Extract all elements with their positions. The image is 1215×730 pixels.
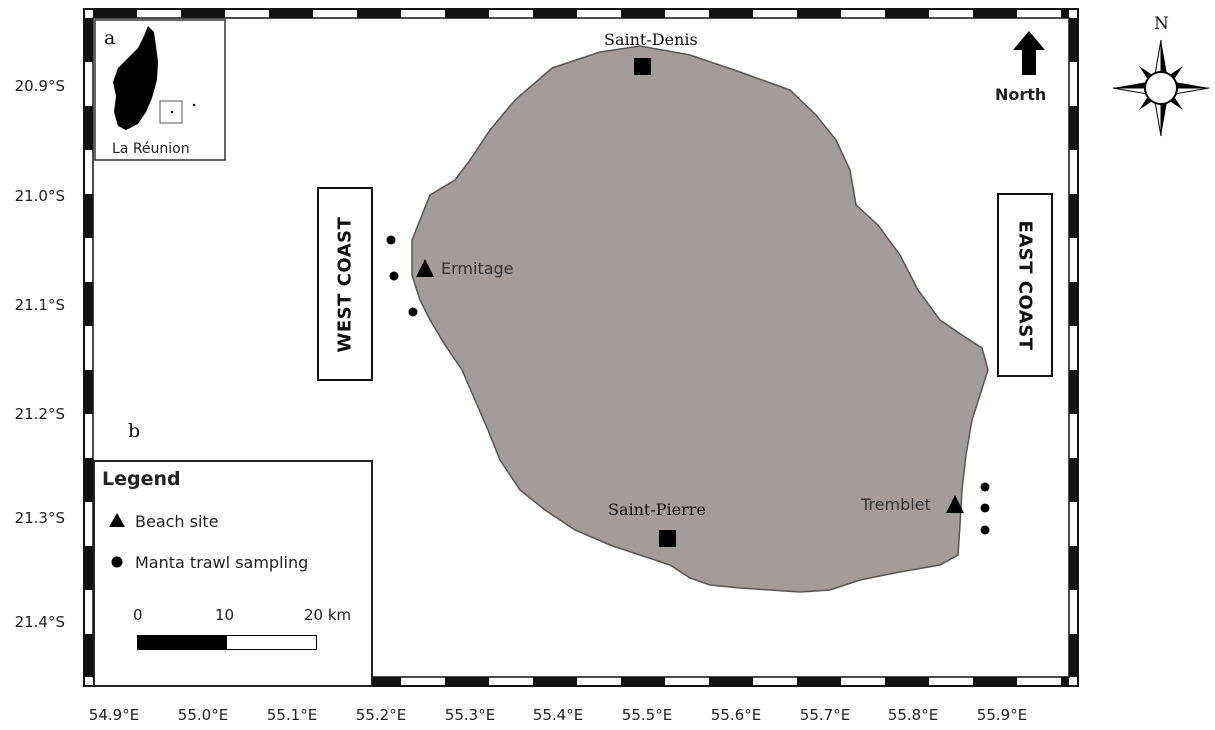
scale-label: 10 [215, 606, 235, 624]
map-frame-ticks [84, 9, 1078, 686]
frame-tick-segment [1069, 18, 1078, 62]
island-reunion [411, 45, 989, 593]
manta-trawl-point [980, 503, 990, 513]
circle-icon [107, 553, 127, 572]
frame-tick-segment [1069, 634, 1078, 677]
frame-tick-segment [84, 194, 93, 238]
latitude-label: 21.0°S [14, 187, 65, 205]
frame-tick-segment [84, 18, 93, 62]
frame-tick-segment [885, 9, 929, 18]
frame-tick-segment [1069, 546, 1078, 590]
legend-title: Legend [102, 468, 181, 490]
manta-trawl-point [980, 525, 990, 535]
frame-tick-segment [709, 9, 753, 18]
frame-tick-segment [84, 546, 93, 590]
scale-bar [137, 635, 317, 650]
saint-denis-marker [634, 58, 651, 75]
saint-pierre-label: Saint-Pierre [608, 500, 706, 519]
compass-rose-icon [1112, 39, 1210, 137]
longitude-label: 55.8°E [887, 706, 939, 724]
longitude-label: 55.6°E [710, 706, 762, 724]
manta-trawl-point [980, 482, 990, 492]
latitude-label: 21.4°S [14, 613, 65, 631]
panel-a-letter: a [104, 27, 116, 49]
saint-denis-label: Saint-Denis [604, 30, 698, 49]
manta-trawl-point [389, 271, 399, 281]
latitude-label: 20.9°S [14, 77, 65, 95]
frame-tick-segment [84, 370, 93, 414]
north-arrow-icon [1013, 31, 1045, 75]
saint-pierre-marker [659, 530, 676, 547]
longitude-label: 55.2°E [355, 706, 407, 724]
latitude-label: 21.3°S [14, 509, 65, 527]
manta-trawl-point [386, 235, 396, 245]
east-coast-label: EAST COAST [1014, 220, 1036, 350]
frame-tick-segment [1061, 9, 1069, 18]
latitude-label: 21.2°S [14, 405, 65, 423]
compass-n-label: N [1154, 14, 1169, 34]
west-coast-box: WEST COAST [317, 187, 373, 381]
legend-box: Legend Beach site Manta trawl sampling 0… [93, 460, 373, 687]
frame-tick-segment [269, 9, 313, 18]
longitude-label: 54.9°E [88, 706, 140, 724]
frame-tick-segment [1069, 282, 1078, 326]
legend-item-manta-trawl: Manta trawl sampling [107, 553, 308, 572]
frame-tick-segment [84, 634, 93, 677]
tremblet-triangle [946, 495, 964, 513]
longitude-label: 55.4°E [532, 706, 584, 724]
frame-tick-segment [445, 677, 489, 686]
longitude-label: 55.3°E [444, 706, 496, 724]
tremblet-label: Tremblet [861, 495, 931, 514]
scale-label: 0 [133, 606, 143, 624]
frame-tick-segment [621, 9, 665, 18]
latitude-label: 21.1°S [14, 296, 65, 314]
frame-tick-segment [533, 677, 577, 686]
manta-trawl-point [408, 307, 418, 317]
ermitage-label: Ermitage [441, 259, 514, 278]
madagascar-shape [113, 26, 158, 130]
frame-tick-segment [84, 106, 93, 150]
inset-map [94, 19, 226, 161]
longitude-label: 55.9°E [976, 706, 1028, 724]
frame-tick-segment [709, 677, 753, 686]
frame-tick-segment [357, 677, 401, 686]
frame-tick-segment [1061, 677, 1069, 686]
north-arrow-label: North [995, 85, 1047, 104]
frame-tick-segment [885, 677, 929, 686]
triangle-icon [107, 512, 127, 531]
frame-tick-segment [1069, 106, 1078, 150]
legend-item-label: Beach site [135, 512, 219, 531]
west-coast-label: WEST COAST [334, 216, 356, 352]
east-coast-box: EAST COAST [997, 193, 1053, 377]
frame-tick-segment [84, 282, 93, 326]
panel-b-letter: b [128, 420, 141, 442]
frame-tick-segment [533, 9, 577, 18]
inset-label: La Réunion [112, 141, 190, 157]
scale-label: 20 km [304, 606, 352, 624]
frame-tick-segment [181, 9, 225, 18]
frame-tick-segment [1069, 370, 1078, 414]
frame-tick-segment [973, 9, 1017, 18]
longitude-label: 55.7°E [799, 706, 851, 724]
frame-tick-segment [1069, 458, 1078, 502]
frame-tick-segment [1069, 194, 1078, 238]
frame-tick-segment [973, 677, 1017, 686]
longitude-label: 55.5°E [621, 706, 673, 724]
scale-bar-segment [138, 636, 227, 649]
frame-tick-segment [621, 677, 665, 686]
frame-tick-segment [93, 9, 137, 18]
ermitage-triangle [416, 259, 434, 277]
frame-tick-segment [797, 677, 841, 686]
longitude-label: 55.1°E [266, 706, 318, 724]
frame-tick-segment [445, 9, 489, 18]
legend-item-beach-site: Beach site [107, 512, 219, 531]
longitude-label: 55.0°E [177, 706, 229, 724]
legend-item-label: Manta trawl sampling [135, 553, 309, 572]
frame-tick-segment [357, 9, 401, 18]
frame-tick-segment [797, 9, 841, 18]
frame-tick-segment [84, 458, 93, 502]
